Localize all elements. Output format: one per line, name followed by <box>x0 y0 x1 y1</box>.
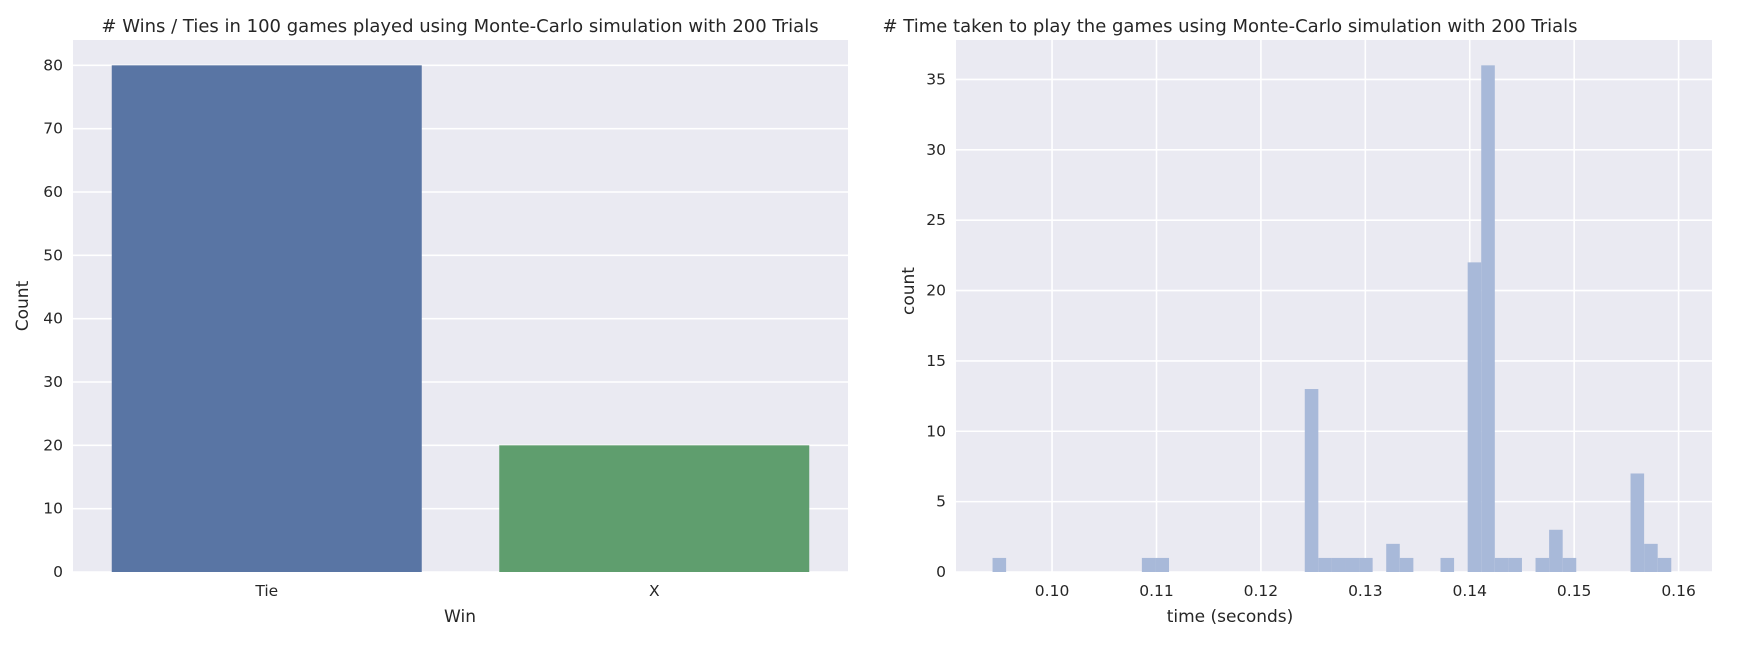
histogram-bar <box>1359 557 1373 572</box>
x-tick-label: 0.13 <box>1348 582 1383 600</box>
x-tick-label: 0.12 <box>1244 582 1279 600</box>
histogram-bar <box>1644 543 1658 572</box>
x-axis-label: time (seconds) <box>1167 607 1294 627</box>
y-tick-label: 50 <box>43 246 63 264</box>
y-tick-label: 25 <box>926 211 946 229</box>
wins-ties-bar-chart: # Wins / Ties in 100 games played using … <box>13 16 848 627</box>
histogram-bar <box>1508 557 1522 572</box>
bar <box>499 445 810 572</box>
histogram-bar <box>1630 473 1645 572</box>
x-tick-label: 0.11 <box>1139 582 1174 600</box>
y-tick-label: 10 <box>926 422 946 440</box>
histogram-bar <box>1494 557 1509 572</box>
y-axis-label: Count <box>13 280 33 331</box>
y-tick-label: 10 <box>43 500 63 518</box>
x-tick-label: 0.14 <box>1452 582 1487 600</box>
x-tick-label: 0.10 <box>1035 582 1070 600</box>
y-tick-label: 20 <box>43 436 63 454</box>
histogram-bar <box>1331 557 1346 572</box>
histogram-bar <box>1440 557 1455 572</box>
x-tick-label: 0.16 <box>1661 582 1696 600</box>
histogram-bar <box>1467 262 1482 572</box>
y-tick-label: 5 <box>936 493 946 511</box>
histogram-bar <box>1318 557 1332 572</box>
histogram-bar <box>1141 557 1156 572</box>
x-axis-label: Win <box>444 607 476 627</box>
y-tick-label: 70 <box>43 120 63 138</box>
histogram-bar <box>1345 557 1360 572</box>
x-tick-label: 0.15 <box>1557 582 1592 600</box>
y-tick-label: 30 <box>926 141 946 159</box>
y-tick-label: 20 <box>926 282 946 300</box>
plot-area <box>956 40 1712 572</box>
histogram-bar <box>1562 557 1577 572</box>
time-histogram-chart: # Time taken to play the games using Mon… <box>882 16 1712 627</box>
y-tick-label: 40 <box>43 310 63 328</box>
y-tick-label: 0 <box>53 563 63 581</box>
y-tick-label: 15 <box>926 352 946 370</box>
y-tick-label: 30 <box>43 373 63 391</box>
histogram-bar <box>1657 557 1672 572</box>
chart-title: # Time taken to play the games using Mon… <box>882 16 1577 37</box>
y-tick-label: 60 <box>43 183 63 201</box>
histogram-bar <box>1549 529 1563 572</box>
histogram-bar <box>1386 543 1400 572</box>
histogram-bar <box>1304 389 1319 572</box>
histogram-bar <box>992 557 1007 572</box>
histogram-bar <box>1481 65 1495 572</box>
bar <box>111 65 422 572</box>
y-tick-label: 80 <box>43 56 63 74</box>
x-tick-label: X <box>649 582 660 600</box>
histogram-bar <box>1535 557 1550 572</box>
y-tick-label: 0 <box>936 563 946 581</box>
histogram-bar <box>1155 557 1170 572</box>
chart-title: # Wins / Ties in 100 games played using … <box>101 16 818 37</box>
y-axis-label: count <box>899 267 919 315</box>
y-tick-label: 35 <box>926 70 946 88</box>
histogram-bar <box>1399 557 1414 572</box>
x-tick-label: Tie <box>254 582 278 600</box>
